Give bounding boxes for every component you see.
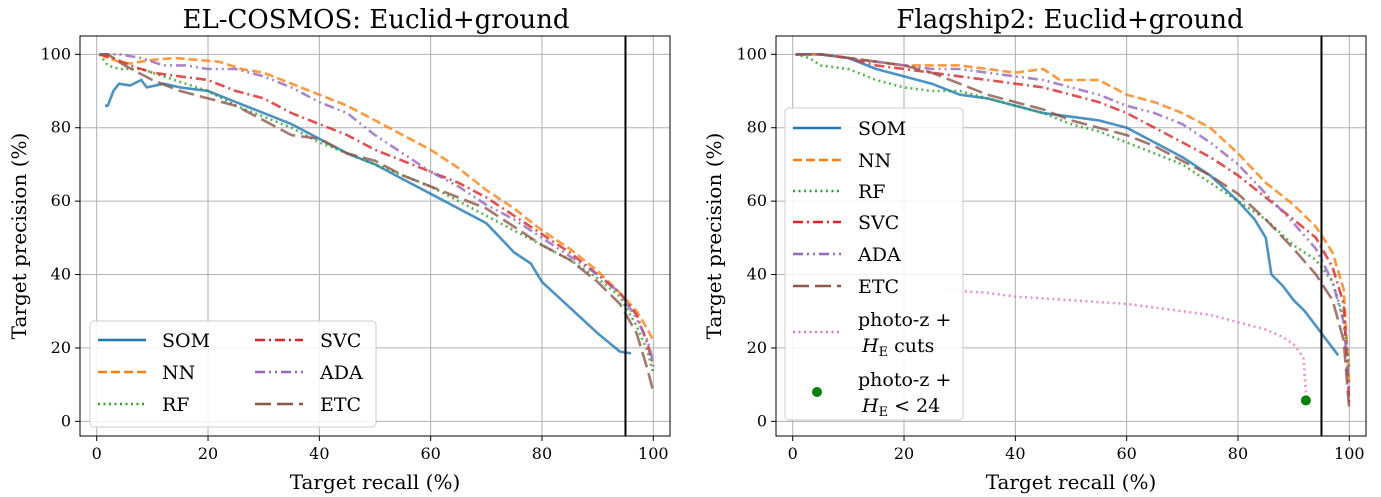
series-line-svc [795,52,1351,404]
legend-entry-rf: RF [98,394,190,416]
panel-flagship2: Flagship2: Euclid+ground 0 20 40 60 80 100 0 20… [702,5,1367,494]
legend-label: NN [162,362,195,384]
series-line-etc [795,52,1351,411]
series-line-som [105,78,632,355]
series-line-svc [99,53,655,367]
y-tick-label: 100 [40,44,71,63]
legend-label: SVC [858,212,899,234]
legend-entry-nn: NN [793,150,891,172]
legend-label: NN [858,150,891,172]
series-lines [795,52,1351,411]
legend-entry-nn: NN [98,362,195,384]
legend-label: ETC [858,276,899,298]
series-line-nn [98,53,655,342]
legend-entry-svc: SVC [793,212,899,234]
legend-label-line2: HE cuts [861,335,934,360]
legend-entry-som: SOM [793,118,906,140]
x-tick-label: 40 [309,444,329,463]
x-tick-label: 20 [198,444,218,463]
legend-label: photo-z + [858,309,951,331]
x-tick-label: 100 [1334,444,1365,463]
y-tick-label: 0 [757,411,767,430]
tick-labels: 0 20 40 60 80 100 0 20 40 60 80 100 [736,44,1364,463]
legend-label: RF [162,394,190,416]
series-line-etc [99,52,655,393]
x-tick-label: 80 [1228,444,1248,463]
panel-el-cosmos: EL-COSMOS: Euclid+ground 0 20 40 60 80 100 0 20… [7,5,671,494]
series-line-ada [99,52,655,363]
series-line-photo-z-h-e-cuts [948,287,1308,400]
x-tick-label: 100 [638,444,669,463]
y-tick-label: 40 [51,265,71,284]
legend-entry-svc: SVC [255,330,361,352]
y-tick-label: 60 [747,191,767,210]
y-tick-label: 20 [747,338,767,357]
series-line-som [795,52,1340,357]
legend-label-line2: HE < 24 [861,395,940,420]
legend-label: ADA [857,244,901,266]
legend: SOM NN RF SVC ADA ETC [89,320,377,428]
legend-label: ETC [320,394,361,416]
y-tick-label: 60 [51,191,71,210]
plot-frame [79,35,671,437]
x-axis-label: Target recall (%) [290,470,461,494]
x-tick-label: 40 [1005,444,1025,463]
y-tick-label: 100 [736,44,767,63]
plot-frame [775,35,1367,437]
legend-entry-etc: ETC [255,394,361,416]
tick-labels: 0 20 40 60 80 100 0 20 40 60 80 100 [40,44,668,463]
x-tick-label: 60 [420,444,440,463]
x-tick-label: 80 [532,444,552,463]
legend-entry-photoz-cuts: photo-z + HE cuts [793,309,951,360]
panel-title: EL-COSMOS: Euclid+ground [182,5,569,35]
series-lines [98,52,655,393]
series-line-rf [98,53,655,374]
point-photo-z-h-e-24 [1300,395,1311,406]
y-tick-label: 80 [51,118,71,137]
y-axis-label: Target precision (%) [702,133,726,340]
legend-entry-photoz-mag: photo-z + HE < 24 [812,369,951,420]
legend-label: SOM [858,118,906,140]
y-tick-label: 0 [61,411,71,430]
legend-entry-som: SOM [98,330,210,352]
legend-label: photo-z + [858,369,951,391]
legend: SOM NN RF SVC ADA ETC [784,107,964,421]
x-axis-label: Target recall (%) [986,470,1157,494]
legend-label: SOM [162,330,210,352]
x-tick-label: 20 [894,444,914,463]
x-tick-label: 60 [1116,444,1136,463]
legend-label: RF [858,181,886,203]
legend-entry-ada: ADA [793,244,901,266]
legend-label: ADA [319,362,363,384]
grid [776,36,1366,436]
panel-title: Flagship2: Euclid+ground [896,5,1243,35]
legend-label: SVC [320,330,361,352]
legend-entry-ada: ADA [255,362,363,384]
legend-entry-etc: ETC [793,276,899,298]
x-tick-label: 0 [788,444,798,463]
y-tick-label: 20 [51,338,71,357]
x-tick-label: 0 [92,444,102,463]
y-tick-label: 80 [747,118,767,137]
y-axis-label: Target precision (%) [7,133,31,340]
y-tick-label: 40 [747,265,767,284]
legend-entry-rf: RF [793,181,886,203]
